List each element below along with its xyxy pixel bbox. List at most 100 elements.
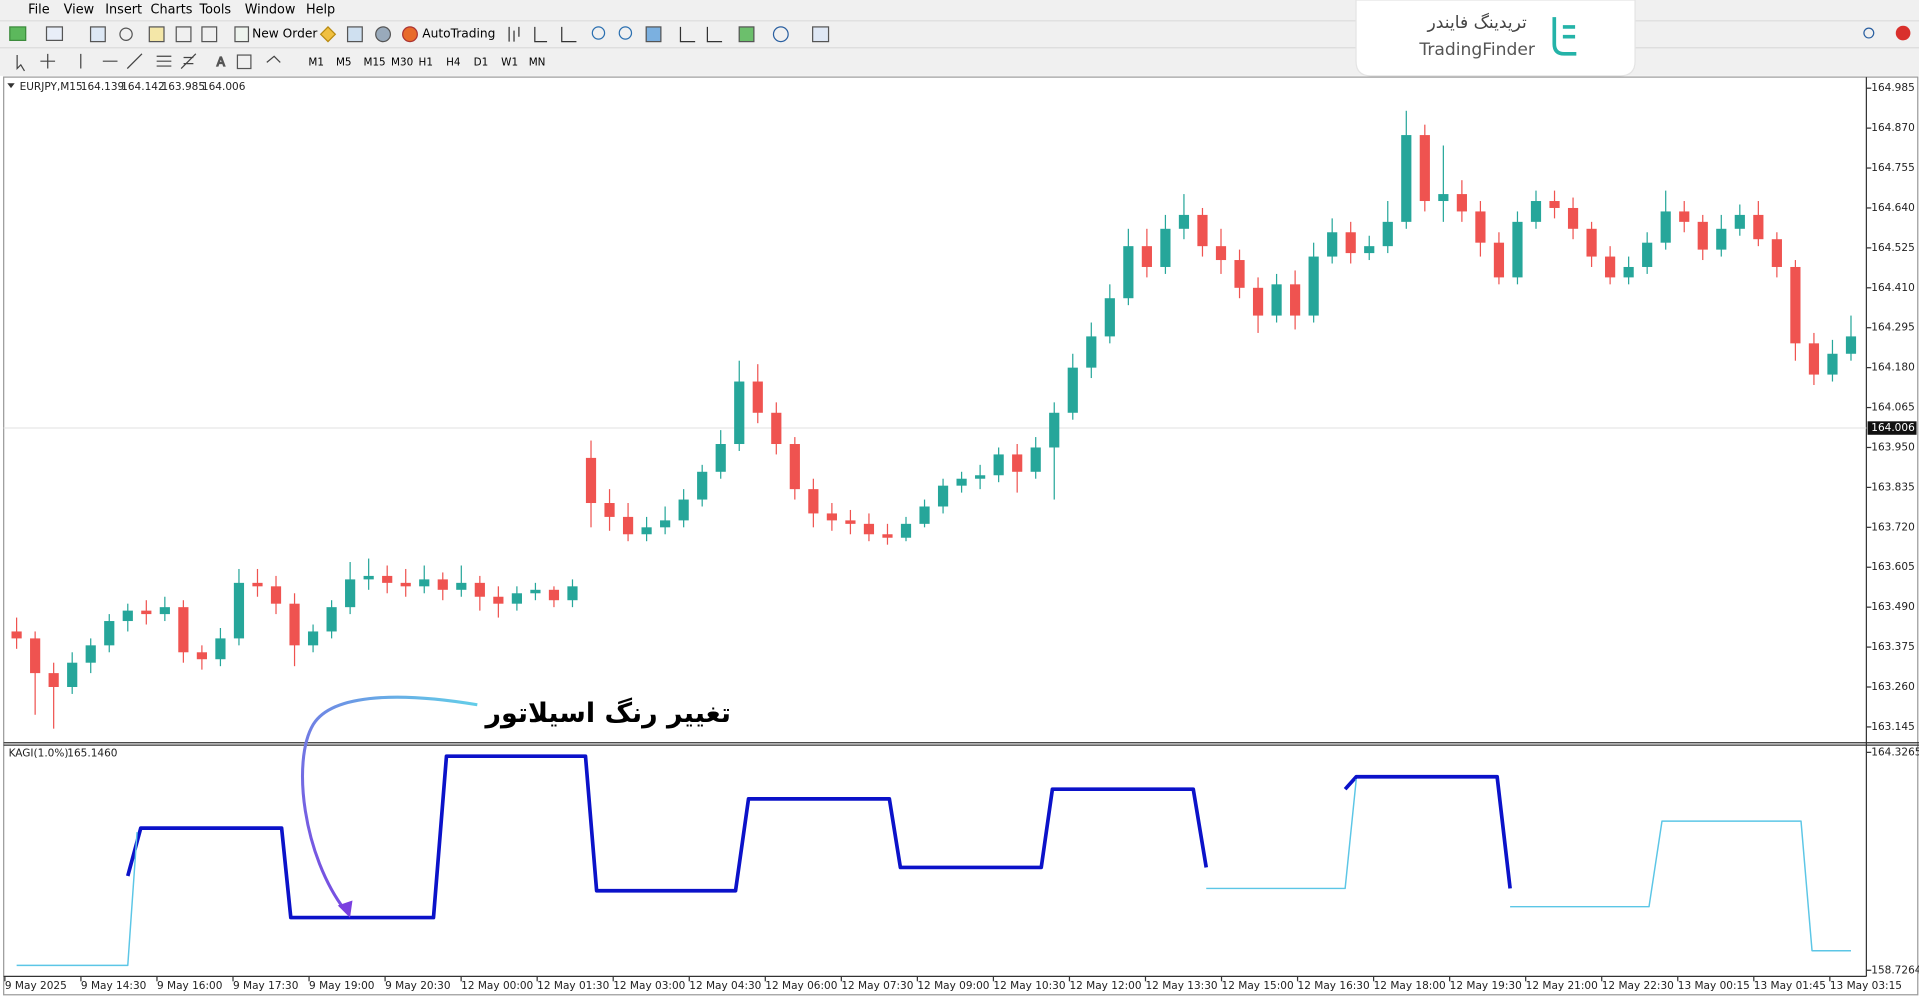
candle-body: [585, 457, 597, 504]
candle-body: [752, 381, 763, 413]
candle-body: [233, 582, 245, 639]
timeframe-bar: M1 M5 M15 M30 H1 H4 D1 W1 MN: [308, 56, 545, 68]
timeframe-button[interactable]: H1: [419, 56, 433, 68]
candle-body: [975, 475, 986, 479]
x-tick-label: 13 May 03:15: [1830, 980, 1902, 992]
logo-icon: [1552, 17, 1577, 56]
candle-body: [270, 586, 282, 604]
timeframe-button[interactable]: H4: [446, 56, 461, 68]
candle-body: [1623, 266, 1634, 278]
candle-body: [1290, 284, 1301, 316]
x-tick-label: 9 May 20:30: [385, 980, 450, 992]
x-tick-label: 12 May 03:00: [613, 980, 685, 992]
menu-item[interactable]: Charts: [151, 2, 193, 17]
candle-body: [1345, 232, 1356, 254]
search-icon[interactable]: [1863, 27, 1875, 39]
candle-body: [11, 631, 22, 639]
x-tick-label: 9 May 19:00: [309, 980, 374, 992]
menu-item[interactable]: Window: [245, 2, 296, 17]
candle-body: [1567, 207, 1579, 229]
header-open: 164.139: [81, 81, 125, 93]
candle-body: [622, 516, 634, 535]
x-tick-label: 13 May 01:45: [1754, 980, 1826, 992]
y-tick-label: 163.605: [1871, 561, 1915, 573]
timeframe-button[interactable]: M5: [336, 56, 352, 68]
plot: 164.985 164.870 164.755 164.640 164.525 164.4…: [3, 82, 1919, 992]
candle-body: [660, 520, 671, 528]
candle-body: [1086, 336, 1097, 368]
candle-body: [1141, 246, 1152, 267]
candle-body: [326, 607, 337, 632]
y-tick-label: 164.870: [1871, 122, 1915, 134]
x-tick-label: 12 May 06:00: [765, 980, 837, 992]
menu-item[interactable]: Insert: [105, 2, 142, 17]
x-tick-label: 9 May 16:00: [157, 980, 222, 992]
candle-body: [1215, 246, 1227, 261]
candle-body: [1271, 284, 1282, 316]
candle-body: [307, 631, 319, 646]
candle-body: [437, 579, 448, 590]
autotrading-button[interactable]: AutoTrading: [422, 27, 495, 41]
candle-body: [1364, 246, 1375, 254]
candle-body: [345, 579, 356, 608]
indicator-value: 165.1460: [67, 748, 117, 760]
annotation-text: تغییر رنگ اسیلاتور: [484, 697, 731, 729]
y-tick-label: 163.835: [1871, 481, 1915, 493]
indicator-title: KAGI(1.0%): [9, 748, 69, 760]
menu-item[interactable]: Help: [306, 2, 335, 17]
logo-latin: TradingFinder: [1418, 40, 1535, 60]
header-high: 164.142: [121, 81, 165, 93]
candle-body: [474, 582, 485, 597]
candle-body: [289, 603, 300, 646]
header-close: 164.006: [202, 81, 246, 93]
candle-body: [1197, 214, 1208, 247]
symbol-label: EURJPY,M15: [20, 81, 83, 93]
timeframe-button[interactable]: MN: [529, 56, 546, 68]
candle-body: [697, 471, 708, 500]
alert-icon[interactable]: [1895, 25, 1911, 41]
candle-body: [715, 444, 726, 472]
candle-body: [548, 589, 560, 601]
menu-item[interactable]: File: [28, 2, 50, 17]
candle-body: [30, 638, 41, 674]
candle-body: [48, 673, 59, 687]
candle-body: [1049, 412, 1060, 448]
timeframe-button[interactable]: M1: [308, 56, 324, 68]
menu-item[interactable]: View: [64, 2, 94, 17]
candle-body: [789, 444, 800, 490]
candle-body: [771, 412, 782, 445]
y-tick-label: 163.720: [1871, 521, 1915, 533]
candle-body: [1660, 211, 1671, 243]
candle-body: [252, 582, 263, 587]
candle-body: [141, 610, 152, 615]
candle-body: [1697, 221, 1708, 250]
timeframe-button[interactable]: D1: [474, 56, 489, 68]
candle-body: [604, 503, 615, 517]
candle-body: [419, 579, 430, 587]
timeframe-button[interactable]: W1: [501, 56, 518, 68]
y-tick-label: 163.490: [1871, 601, 1915, 613]
timeframe-button[interactable]: M15: [363, 56, 385, 68]
timeframe-button[interactable]: M30: [391, 56, 413, 68]
candle-body: [919, 506, 930, 524]
candle-body: [1845, 336, 1857, 354]
x-tick-label: 9 May 2025: [5, 980, 67, 992]
candle-body: [363, 575, 374, 580]
candle-body: [85, 645, 96, 663]
y-tick-label: 164.295: [1871, 322, 1915, 334]
candle-body: [1030, 447, 1041, 472]
new-order-button[interactable]: New Order: [252, 27, 318, 41]
candle-body: [1327, 232, 1338, 257]
candle-body: [511, 593, 522, 604]
candle-body: [678, 499, 689, 521]
candle-body: [863, 523, 875, 535]
candle-body: [937, 485, 949, 507]
candle-body: [1252, 287, 1264, 316]
x-tick-label: 12 May 15:00: [1222, 980, 1294, 992]
icon-glyph: A: [217, 55, 226, 69]
menu-item[interactable]: Tools: [198, 2, 231, 17]
candle-body: [641, 527, 652, 535]
header-low: 163.985: [162, 81, 206, 93]
last-price-label: 164.006: [1871, 422, 1915, 434]
x-tick-label: 12 May 22:30: [1602, 980, 1674, 992]
